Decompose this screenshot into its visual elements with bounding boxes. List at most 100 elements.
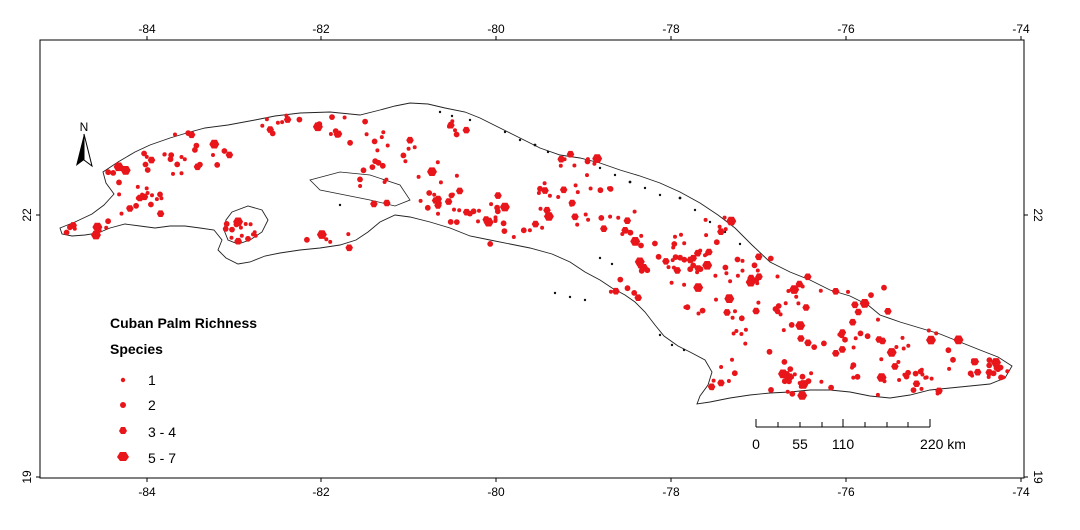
richness-point-2 xyxy=(687,266,694,273)
richness-point-2 xyxy=(296,116,303,123)
richness-point-1 xyxy=(620,232,625,236)
richness-point-2 xyxy=(767,255,774,262)
richness-point-2 xyxy=(766,348,773,355)
lon-label-top: -80 xyxy=(487,22,505,36)
richness-point-1 xyxy=(162,152,167,157)
legend-label: 5 - 7 xyxy=(148,450,176,466)
richness-point-2 xyxy=(400,152,407,159)
richness-point-1 xyxy=(171,171,175,176)
richness-point-3-4 xyxy=(623,217,632,224)
richness-point-1 xyxy=(144,154,149,159)
richness-point-2 xyxy=(110,170,117,176)
richness-point-2 xyxy=(672,254,679,260)
richness-point-1 xyxy=(346,232,351,237)
richness-point-2 xyxy=(774,308,781,315)
legend-label: 2 xyxy=(148,397,156,413)
richness-point-1 xyxy=(403,159,408,164)
richness-point-1 xyxy=(375,148,380,153)
richness-point-1 xyxy=(919,386,924,391)
richness-point-1 xyxy=(328,132,333,136)
richness-point-2 xyxy=(945,347,952,354)
richness-point-1 xyxy=(144,186,149,191)
richness-point-3-4 xyxy=(848,318,857,326)
richness-point-1 xyxy=(926,328,931,333)
richness-point-1 xyxy=(639,233,644,238)
lat-label-right: 19 xyxy=(1031,470,1045,484)
richness-point-1 xyxy=(1005,369,1010,374)
richness-point-1 xyxy=(179,155,184,159)
richness-point-1 xyxy=(379,135,384,140)
north-arrow-icon xyxy=(76,134,84,166)
richness-point-3-4 xyxy=(115,164,124,171)
richness-point-1 xyxy=(575,222,580,227)
richness-point-1 xyxy=(734,329,739,333)
richness-point-2 xyxy=(133,202,140,209)
richness-point-3-4 xyxy=(600,225,608,232)
richness-point-1 xyxy=(797,381,802,385)
richness-point-3-4 xyxy=(147,156,156,164)
richness-point-1 xyxy=(740,258,745,263)
richness-point-1 xyxy=(743,341,748,346)
richness-point-3-4 xyxy=(717,379,725,387)
richness-point-1 xyxy=(783,301,788,306)
richness-point-1 xyxy=(719,365,724,369)
richness-point-5-7 xyxy=(499,202,510,212)
richness-point-2 xyxy=(787,366,794,372)
richness-point-1 xyxy=(239,233,244,238)
top-ticks xyxy=(146,36,1022,40)
richness-point-3-4 xyxy=(444,198,453,205)
richness-point-3-4 xyxy=(494,192,502,199)
richness-point-1 xyxy=(710,386,715,391)
richness-point-1 xyxy=(412,145,417,150)
richness-point-2 xyxy=(142,161,149,168)
richness-point-1 xyxy=(527,228,532,233)
richness-point-5-7 xyxy=(209,139,220,149)
richness-point-1 xyxy=(119,211,124,216)
richness-point-2 xyxy=(95,223,102,230)
richness-point-1 xyxy=(588,186,593,191)
richness-point-3-4 xyxy=(571,213,579,221)
richness-point-3-4 xyxy=(156,210,165,217)
richness-point-3-4 xyxy=(126,205,134,212)
scale-labels: 0 55 110 220 km xyxy=(752,436,966,452)
legend-symbol-1 xyxy=(120,377,126,383)
richness-point-1 xyxy=(724,271,729,276)
legend-symbol-3 xyxy=(119,427,127,434)
richness-point-1 xyxy=(243,222,248,226)
richness-point-2 xyxy=(369,164,376,171)
richness-point-1 xyxy=(558,157,563,161)
richness-point-1 xyxy=(929,376,934,381)
bottom-ticks xyxy=(146,478,1022,482)
richness-point-1 xyxy=(435,160,440,165)
richness-point-1 xyxy=(608,289,613,294)
richness-point-2 xyxy=(245,235,251,242)
richness-point-3-4 xyxy=(559,186,568,194)
richness-point-1 xyxy=(275,120,280,125)
richness-point-1 xyxy=(437,201,442,206)
richness-point-2 xyxy=(828,384,834,391)
lon-label-top: -74 xyxy=(1012,22,1030,36)
richness-point-2 xyxy=(167,156,174,163)
richness-point-1 xyxy=(896,360,901,364)
richness-point-1 xyxy=(607,186,611,191)
richness-point-3-4 xyxy=(884,308,892,315)
richness-point-2 xyxy=(671,241,678,247)
richness-point-1 xyxy=(457,208,462,213)
richness-point-1 xyxy=(986,375,991,379)
richness-point-3-4 xyxy=(462,208,471,216)
richness-point-2 xyxy=(105,169,112,176)
richness-point-1 xyxy=(436,211,440,216)
richness-point-2 xyxy=(221,148,228,154)
richness-point-1 xyxy=(432,192,437,197)
richness-point-2 xyxy=(229,226,235,233)
richness-point-3-4 xyxy=(225,151,234,159)
richness-point-3-4 xyxy=(838,346,847,353)
richness-point-1 xyxy=(418,198,423,203)
richness-point-2 xyxy=(426,190,433,196)
richness-point-1 xyxy=(542,181,547,186)
richness-point-3-4 xyxy=(69,222,77,229)
richness-point-3-4 xyxy=(804,273,812,281)
side-ticks xyxy=(36,214,1028,478)
richness-point-1 xyxy=(861,303,866,308)
richness-point-1 xyxy=(879,357,884,362)
